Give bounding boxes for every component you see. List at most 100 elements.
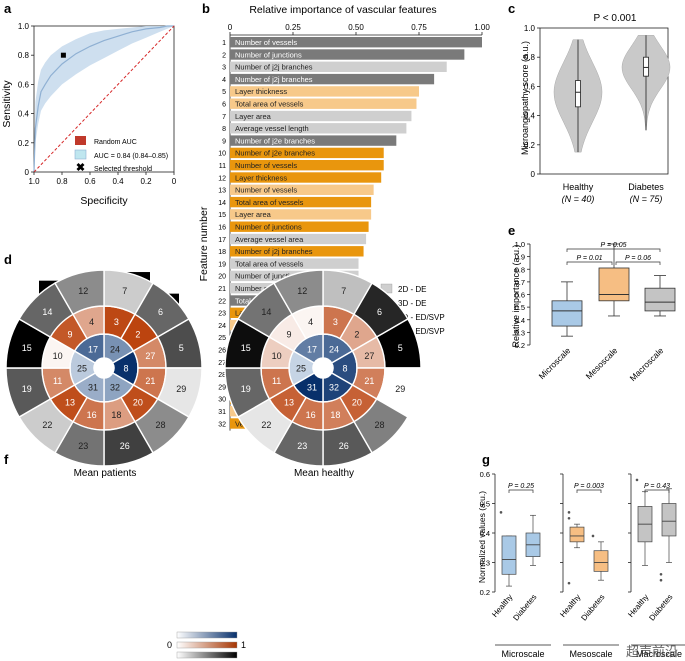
b-x-tick-label: 1.00	[474, 23, 490, 32]
b-row-number: 4	[222, 77, 226, 84]
e-y-tick-label: 0.9	[515, 253, 525, 262]
a-legend-auc-swatch	[74, 149, 87, 160]
b-row-number: 10	[218, 151, 226, 158]
b-bar	[230, 160, 384, 171]
f-segment-label: 19	[22, 384, 32, 394]
b-row-number: 12	[218, 175, 226, 182]
b-bar-label: Layer thickness	[235, 87, 287, 96]
g-outlier	[591, 534, 595, 538]
f-segment-label: 13	[284, 397, 294, 407]
f-colorbar-orange	[176, 641, 238, 649]
b-bar	[230, 110, 412, 122]
g-comparison-bracket	[644, 489, 670, 493]
watermark: 超声前沿	[626, 644, 678, 659]
b-bar	[230, 221, 369, 232]
f-segment-label: 23	[78, 441, 88, 451]
f-segment-label: 24	[329, 344, 339, 354]
e-comparison-label: P = 0.01	[576, 255, 602, 262]
b-row-number: 17	[218, 237, 226, 244]
f-segment-label: 32	[329, 383, 339, 393]
b-bar-label: Number of vessels	[235, 38, 297, 47]
b-bar	[230, 184, 374, 195]
f-segment-label: 27	[145, 351, 155, 361]
b-bar	[230, 98, 417, 109]
b-bar	[230, 246, 364, 257]
b-row-number: 16	[218, 225, 226, 232]
e-category-label: Microscale	[537, 345, 573, 381]
c-y-tick-label: 0.8	[524, 53, 536, 62]
b-x-tick-label: 0.75	[411, 23, 427, 32]
b-row-number: 8	[222, 126, 226, 133]
a-y-tick-label: 0.2	[18, 139, 30, 148]
g-category-label: Diabetes	[647, 593, 674, 623]
b-bar-label: Number of junctions	[235, 223, 302, 232]
f-segment-label: 6	[377, 307, 382, 317]
b-bar-label: Number of j2e branches	[235, 149, 315, 158]
f-segment	[273, 269, 324, 316]
g-comparison-label: P = 0.003	[574, 483, 604, 490]
panel-label-a: a	[4, 1, 12, 16]
c-title: P < 0.001	[594, 13, 637, 24]
g-y-tick-label: 0.5	[480, 500, 490, 509]
c-category-label: Healthy	[563, 182, 594, 192]
a-roc-curve	[33, 25, 174, 173]
b-bar	[230, 123, 407, 134]
b-legend-label: 2D - DE	[398, 285, 426, 294]
e-y-tick-label: 0.6	[515, 291, 525, 300]
b-bar	[230, 233, 367, 245]
e-comparison-label: P = 0.05	[600, 242, 626, 249]
f-colorbar-min: 0	[167, 640, 172, 650]
b-row-number: 15	[218, 212, 226, 219]
b-row-number: 14	[218, 200, 226, 207]
a-y-tick-label: 0.8	[18, 51, 30, 60]
b-bar-label: Total area of vessels	[235, 100, 304, 109]
f-segment-label: 9	[68, 330, 73, 340]
b-bar	[230, 135, 397, 146]
panel-c: P < 0.001 Microangiopathy score (a.u.) 0…	[520, 13, 671, 204]
g-outlier	[659, 578, 663, 582]
b-row-number: 28	[218, 372, 226, 379]
e-y-tick-label: 0.8	[515, 265, 525, 274]
b-row-number: 18	[218, 249, 226, 256]
b-row-number: 30	[218, 397, 226, 404]
f-segment-label: 32	[110, 383, 120, 393]
f-colorbar-blue	[176, 631, 238, 639]
b-bar	[230, 147, 384, 159]
c-axes-frame	[539, 27, 669, 175]
a-y-tick-label: 0	[25, 168, 30, 177]
a-roc-ci-band	[34, 26, 174, 172]
f-segment-label: 24	[110, 344, 120, 354]
a-x-tick-label: 0	[172, 177, 177, 186]
b-bar-label: Number of vessels	[235, 186, 297, 195]
f-segment-label: 8	[342, 364, 347, 374]
f-segment-label: 3	[333, 317, 338, 327]
f-segment-label: 4	[89, 317, 94, 327]
f-title-patients: Mean patients	[74, 468, 137, 479]
a-x-tick-label: 0.8	[56, 177, 68, 186]
e-comparison-bracket	[566, 261, 613, 265]
c-box	[643, 56, 649, 77]
b-bar-label: Layer area	[235, 210, 272, 219]
b-row-number: 5	[222, 89, 226, 96]
g-box	[593, 550, 609, 572]
f-segment-label: 17	[88, 344, 98, 354]
c-category-n: (N = 40)	[562, 194, 595, 204]
f-segment-label: 29	[395, 384, 405, 394]
b-bar	[230, 73, 435, 85]
b-bar-label: Average vessel area	[235, 235, 304, 244]
g-y-tick-label: 0.3	[480, 559, 490, 568]
f-segment-label: 21	[145, 376, 155, 386]
e-y-tick-label: 1.0	[515, 240, 525, 249]
b-row-number: 27	[218, 360, 226, 367]
b-row-number: 11	[219, 163, 226, 170]
e-box	[644, 287, 676, 312]
f-segment-label: 15	[241, 343, 251, 353]
b-bar-label: Total area of vessels	[235, 198, 304, 207]
a-x-tick-label: 0.6	[84, 177, 96, 186]
a-legend-threshold-label: Selected threshold	[94, 166, 152, 173]
b-bar-label: Number of j2j branches	[235, 247, 313, 256]
f-segment-label: 4	[308, 317, 313, 327]
b-x-tick-label: 0.25	[285, 23, 301, 32]
e-comparison-label: P = 0.06	[625, 255, 651, 262]
f-segment-label: 18	[330, 410, 340, 420]
